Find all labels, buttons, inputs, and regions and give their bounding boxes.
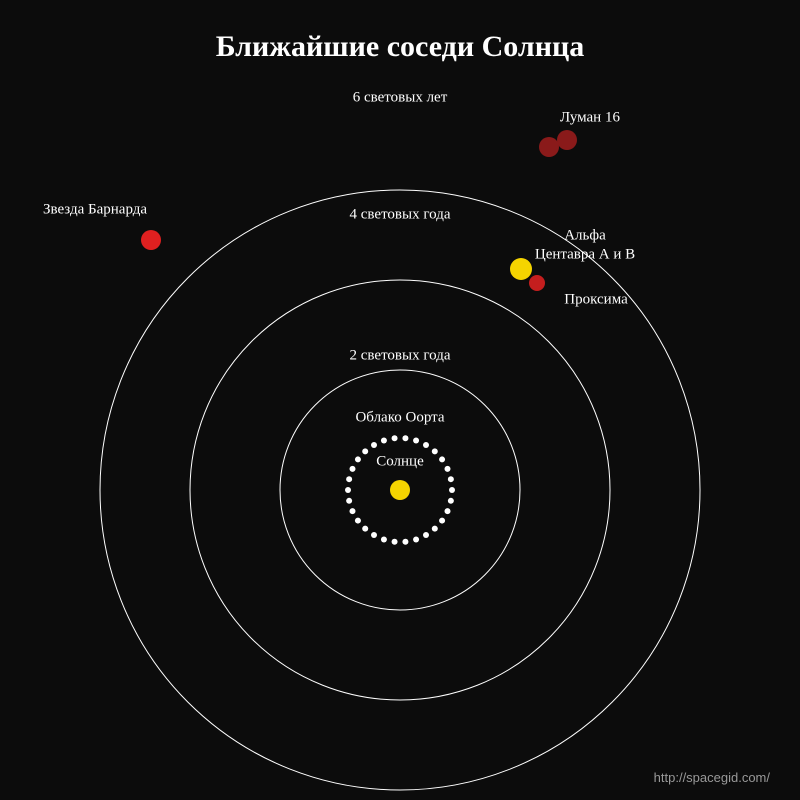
ring-label-3: 4 световых года <box>350 206 451 225</box>
oort-dot <box>439 518 445 524</box>
oort-dot <box>371 442 377 448</box>
body-label-1: Проксима <box>564 291 627 310</box>
oort-dot <box>371 532 377 538</box>
oort-dot <box>448 498 454 504</box>
oort-dot <box>392 435 398 441</box>
ring-label-0: Облако Оорта <box>355 409 444 428</box>
ring-label-2: 2 световых года <box>350 347 451 366</box>
oort-dot <box>362 526 368 532</box>
body-barnard <box>141 230 161 250</box>
ring-label-1: Солнце <box>376 453 424 472</box>
oort-dot <box>445 466 451 472</box>
oort-dot <box>346 498 352 504</box>
oort-dot <box>439 456 445 462</box>
oort-dot <box>402 435 408 441</box>
oort-dot <box>445 508 451 514</box>
oort-dot <box>402 539 408 545</box>
oort-dot <box>413 536 419 542</box>
page-title: Ближайшие соседи Солнца <box>0 30 800 64</box>
body-luhman-a <box>539 137 559 157</box>
oort-dot <box>349 466 355 472</box>
oort-dot <box>362 448 368 454</box>
body-alpha-centauri <box>510 258 532 280</box>
body-label-0: Альфа Центавра А и В <box>535 226 635 264</box>
star-neighbors-diagram <box>0 0 800 800</box>
oort-dot <box>392 539 398 545</box>
oort-dot <box>346 476 352 482</box>
body-sun <box>390 480 410 500</box>
oort-dot <box>432 448 438 454</box>
oort-dot <box>448 476 454 482</box>
oort-dot <box>355 518 361 524</box>
oort-dot <box>355 456 361 462</box>
body-luhman-b <box>557 130 577 150</box>
oort-dot <box>432 526 438 532</box>
oort-dot <box>413 438 419 444</box>
oort-dot <box>381 536 387 542</box>
oort-dot <box>423 532 429 538</box>
body-label-3: Луман 16 <box>560 109 620 128</box>
body-proxima <box>529 275 545 291</box>
oort-dot <box>449 487 455 493</box>
oort-dot <box>345 487 351 493</box>
source-footer: http://spacegid.com/ <box>654 770 770 785</box>
oort-dot <box>381 438 387 444</box>
oort-dot <box>423 442 429 448</box>
body-label-2: Звезда Барнарда <box>43 201 147 220</box>
ring-label-4: 6 световых лет <box>353 89 448 108</box>
oort-dot <box>349 508 355 514</box>
